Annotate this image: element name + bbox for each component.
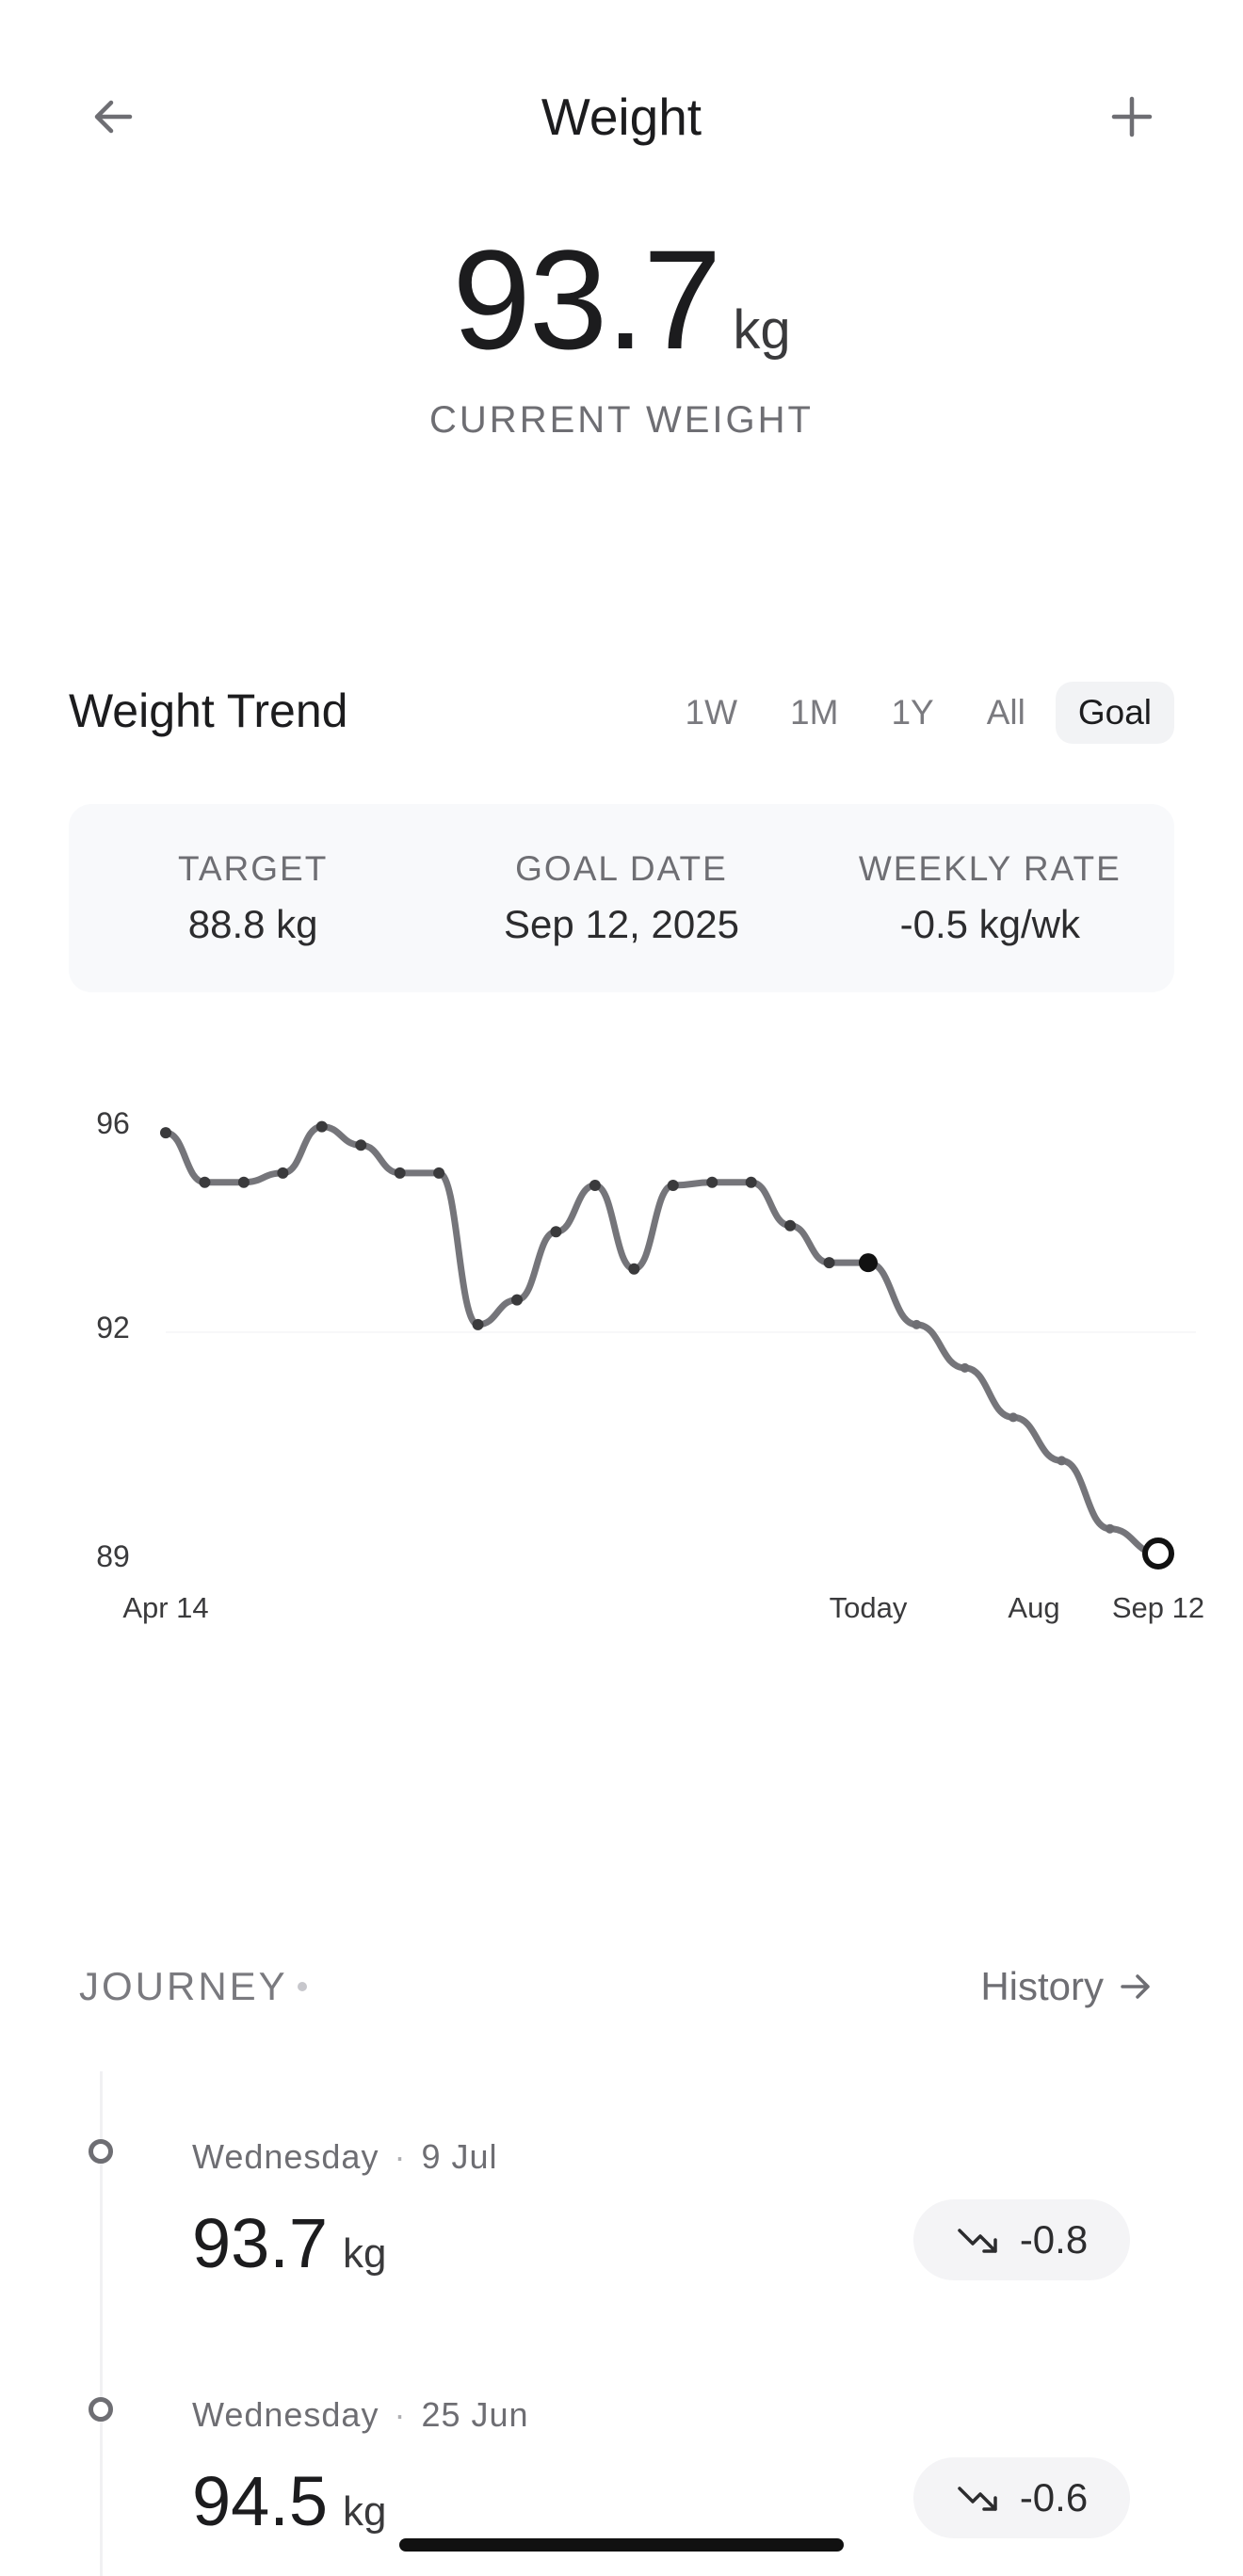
data-point <box>433 1167 445 1179</box>
stat-value: Sep 12, 2025 <box>504 902 739 946</box>
data-point <box>394 1167 406 1179</box>
today-marker <box>859 1253 878 1273</box>
data-point <box>237 1176 250 1188</box>
entry-day: Wednesday <box>192 2395 379 2434</box>
data-point <box>628 1263 640 1275</box>
entry-change-value: -0.6 <box>1019 2475 1089 2520</box>
page-title: Weight <box>541 88 702 146</box>
timeline-marker-icon <box>89 2139 113 2164</box>
range-1y[interactable]: 1Y <box>891 693 934 732</box>
current-weight-unit: kg <box>733 299 791 361</box>
data-point <box>355 1139 367 1151</box>
projected-point <box>1105 1523 1115 1534</box>
projected-point <box>960 1362 970 1373</box>
journey-entry[interactable]: Wednesday · 25 Jun 94.5 kg -0.6 <box>0 2376 1243 2565</box>
x-tick-label: Sep 12 <box>1112 1591 1204 1624</box>
data-point <box>706 1176 718 1188</box>
journey-title: JOURNEY <box>79 1964 288 2008</box>
range-1w[interactable]: 1W <box>685 693 738 732</box>
entry-date: Wednesday · 9 Jul <box>192 2137 498 2176</box>
projected-point <box>912 1319 922 1329</box>
stat-value: 88.8 kg <box>187 902 318 946</box>
timeline-marker-icon <box>89 2397 113 2422</box>
projected-point <box>1009 1412 1018 1423</box>
data-point <box>277 1167 289 1179</box>
data-point <box>667 1180 679 1191</box>
entry-weight-unit: kg <box>343 2230 387 2277</box>
entry-change-value: -0.8 <box>1019 2217 1089 2262</box>
trend-down-icon <box>958 2487 997 2511</box>
entry-weight: 94.5 kg <box>192 2461 387 2541</box>
timeline-line <box>100 2071 103 2576</box>
x-tick-label: Aug <box>1008 1591 1059 1624</box>
entry-date-value: 25 Jun <box>421 2395 529 2434</box>
journey-entry[interactable]: Wednesday · 9 Jul 93.7 kg -0.8 <box>0 2118 1243 2307</box>
arrow-right-icon <box>1121 1974 1150 1999</box>
y-tick-label: 89 <box>96 1539 130 1573</box>
y-tick-label: 92 <box>96 1311 130 1344</box>
entry-date-value: 9 Jul <box>421 2137 498 2176</box>
data-point <box>589 1180 601 1191</box>
current-weight: 93.7 kg <box>0 218 1243 381</box>
trend-title: Weight Trend <box>69 684 348 737</box>
entry-change-badge: -0.6 <box>913 2457 1130 2538</box>
entry-weight-unit: kg <box>343 2488 387 2535</box>
data-point <box>199 1176 211 1188</box>
projected-weight-line <box>864 1259 1162 1557</box>
entry-day: Wednesday <box>192 2137 379 2176</box>
y-tick-label: 96 <box>96 1106 130 1140</box>
arrow-left-icon <box>94 100 133 134</box>
entry-weight-value: 94.5 <box>192 2462 329 2540</box>
goal-marker <box>1142 1538 1174 1570</box>
history-link[interactable]: History <box>980 1964 1154 2009</box>
home-indicator <box>399 2538 844 2552</box>
entry-date: Wednesday · 25 Jun <box>192 2395 529 2434</box>
data-point <box>784 1219 797 1232</box>
entry-weight: 93.7 kg <box>192 2203 387 2283</box>
trend-down-icon <box>958 2229 997 2253</box>
projected-point <box>1057 1456 1067 1466</box>
data-point <box>472 1318 484 1330</box>
add-entry-button[interactable] <box>1098 83 1166 151</box>
range-all[interactable]: All <box>986 693 1025 732</box>
goal-stats-card: TARGET 88.8 kg GOAL DATE Sep 12, 2025 WE… <box>69 804 1174 992</box>
plus-icon <box>1111 96 1153 137</box>
stat-goal-date: GOAL DATE Sep 12, 2025 <box>437 804 805 992</box>
stat-target: TARGET 88.8 kg <box>69 804 437 992</box>
data-point <box>160 1127 171 1139</box>
current-weight-label: CURRENT WEIGHT <box>429 399 814 441</box>
back-button[interactable] <box>79 83 147 151</box>
stat-weekly-rate: WEEKLY RATE -0.5 kg/wk <box>806 804 1174 992</box>
x-tick-label: Today <box>830 1591 908 1624</box>
history-label: History <box>980 1964 1104 2008</box>
data-point <box>745 1176 757 1188</box>
current-weight-value: 93.7 <box>452 220 721 378</box>
range-selector: 1W 1M 1Y All Goal <box>663 682 1174 744</box>
weight-trend-chart: 96 92 89 Apr 14 Today Aug Sep 12 <box>96 1106 1204 1624</box>
stat-value: -0.5 kg/wk <box>899 902 1081 946</box>
entry-change-badge: -0.8 <box>913 2199 1130 2280</box>
data-point <box>550 1226 562 1238</box>
data-point <box>315 1120 328 1133</box>
range-goal[interactable]: Goal <box>1055 682 1174 744</box>
entry-weight-value: 93.7 <box>192 2204 329 2282</box>
stat-label: TARGET <box>178 849 329 888</box>
data-point <box>823 1257 835 1269</box>
journey-dot <box>298 1982 307 1991</box>
data-point <box>511 1294 523 1306</box>
stat-label: WEEKLY RATE <box>858 849 1122 888</box>
x-tick-label: Apr 14 <box>122 1591 208 1624</box>
stat-label: GOAL DATE <box>515 849 728 888</box>
range-1m[interactable]: 1M <box>790 693 839 732</box>
